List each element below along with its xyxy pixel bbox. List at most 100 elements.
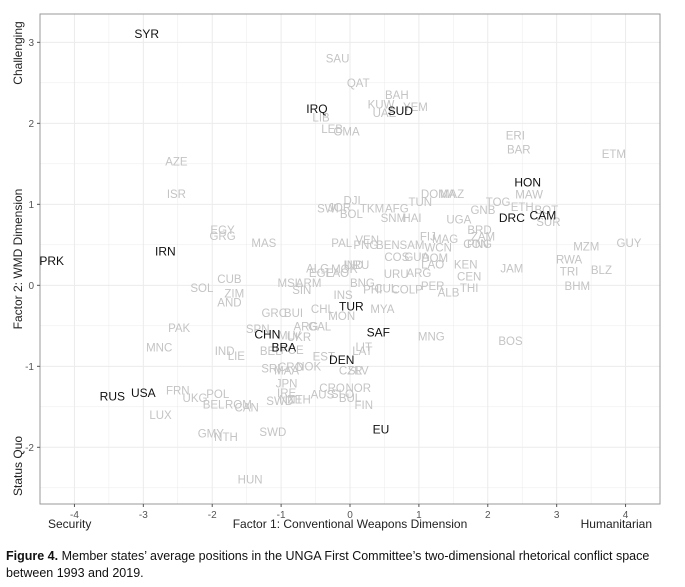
country-label-uru: URU [384, 269, 409, 281]
country-label-isr: ISR [167, 189, 186, 201]
x-tick-label: -2 [208, 510, 217, 521]
country-label-con: CON [463, 239, 489, 251]
x-axis-label: Factor 1: Conventional Weapons Dimension [233, 517, 468, 531]
country-label-slo: SLO [331, 389, 354, 401]
country-label-saf: SAF [367, 325, 390, 339]
country-label-bui: BUI [284, 308, 303, 320]
country-label-nth: NTH [287, 395, 311, 407]
country-label-rwa: RWA [556, 254, 583, 266]
country-label-sud: SUD [388, 104, 414, 118]
country-label-grc: GRC [261, 308, 287, 320]
country-label-bhm: BHM [565, 281, 591, 293]
country-label-lie: LIE [228, 351, 246, 363]
country-label-and: AND [217, 297, 241, 309]
caption-label: Figure 4. [6, 549, 59, 563]
country-label-swd: SWD [259, 427, 286, 439]
country-label-uru: URU [344, 260, 369, 272]
country-label-qat: QAT [347, 78, 370, 90]
country-label-slv: SLV [348, 365, 369, 377]
country-label-maa: MAA [274, 365, 299, 377]
country-label-grg: GRG [209, 231, 235, 243]
country-label-bul: BUL [339, 393, 362, 405]
country-label-usa: USA [131, 386, 156, 400]
country-label-mlv: MLV [278, 331, 301, 343]
country-label-lat: LAT [352, 346, 372, 358]
country-label-sau: SAU [326, 54, 350, 66]
country-label-cam: CAM [530, 209, 557, 223]
country-label-tun: TUN [408, 197, 432, 209]
y-tick-label: 1 [28, 200, 34, 211]
y-end-label-bottom: Status Quo [11, 436, 25, 496]
x-tick-label: -3 [139, 510, 148, 521]
country-label-drc: DRC [499, 211, 525, 225]
country-label-yem: YEM [403, 102, 428, 114]
country-label-png: PNG [467, 239, 492, 251]
country-label-cro: CRO [278, 362, 304, 374]
country-label-doma: DOMA [421, 189, 456, 201]
country-label-mor: MOR [331, 264, 358, 276]
country-label-bot: BOT [535, 205, 559, 217]
country-label-oma: OMA [333, 126, 360, 138]
y-tick-label: 3 [28, 38, 34, 49]
country-label-bng: BNG [350, 278, 375, 290]
country-label-aus: AUS [311, 390, 335, 402]
country-label-per: PER [421, 281, 445, 293]
country-label-mng: MNG [418, 331, 445, 343]
country-label-spn: SPN [246, 324, 270, 336]
country-label-arg: ARG [293, 322, 318, 334]
country-label-lao: LAO [421, 259, 444, 271]
country-label-mnc: MNC [146, 343, 172, 355]
x-tick-label: 1 [416, 510, 422, 521]
country-label-tog: TOG [486, 197, 511, 209]
country-label-mzm: MZM [573, 241, 599, 253]
country-label-tri: TRI [560, 267, 579, 279]
country-label-hon: HON [514, 175, 541, 189]
country-label-bol: BOL [340, 209, 364, 221]
country-label-aze: AZE [165, 156, 188, 168]
country-label-ins: INS [334, 290, 354, 302]
country-label-dom: DOM [421, 253, 448, 265]
x-tick-label: -1 [277, 510, 286, 521]
country-label-nze: NZE [279, 395, 302, 407]
country-label-sin: SIN [292, 285, 311, 297]
country-label-lit: LIT [355, 342, 372, 354]
country-label-fce: FCE [281, 345, 304, 357]
country-label-ire: IRE [277, 388, 297, 400]
country-label-gua: GUA [404, 252, 429, 264]
country-label-swd: SWD [266, 396, 293, 408]
country-label-sol: SOL [190, 283, 214, 295]
country-label-pal: PAL [331, 238, 352, 250]
country-label-syr: SYR [134, 27, 159, 41]
y-tick-label: 2 [28, 119, 34, 130]
country-label-den: DEN [329, 353, 354, 367]
country-label-irq: IRQ [306, 102, 327, 116]
country-label-wcn: WCN [424, 242, 451, 254]
country-label-arm: ARM [296, 278, 322, 290]
x-tick-label: 0 [347, 510, 353, 521]
country-label-frn: FRN [166, 386, 190, 398]
country-label-hai: HAI [402, 213, 421, 225]
country-label-cos: COS [384, 252, 409, 264]
y-tick-label: -1 [25, 362, 34, 373]
country-label-pol: POL [206, 389, 230, 401]
country-label-eth: ETH [511, 202, 534, 214]
country-label-brd: BRD [467, 225, 491, 237]
y-end-label-top: Challenging [11, 21, 25, 84]
x-end-label-right: Humanitarian [581, 517, 652, 531]
country-label-ukr: UKR [287, 332, 311, 344]
country-label-rom: ROM [225, 399, 252, 411]
x-end-label-left: Security [48, 517, 91, 531]
x-tick-label: 2 [485, 510, 491, 521]
country-label-gal: GAL [308, 322, 332, 334]
country-label-maz: MAZ [440, 189, 464, 201]
country-label-cro: CRO [319, 383, 345, 395]
country-label-czr: CZR [339, 365, 363, 377]
country-label-uae: UAE [373, 108, 397, 120]
country-label-pak: PAK [168, 323, 190, 335]
country-label-nth: NTH [214, 432, 238, 444]
country-label-blz: BLZ [591, 265, 612, 277]
grid-lines [39, 14, 661, 504]
